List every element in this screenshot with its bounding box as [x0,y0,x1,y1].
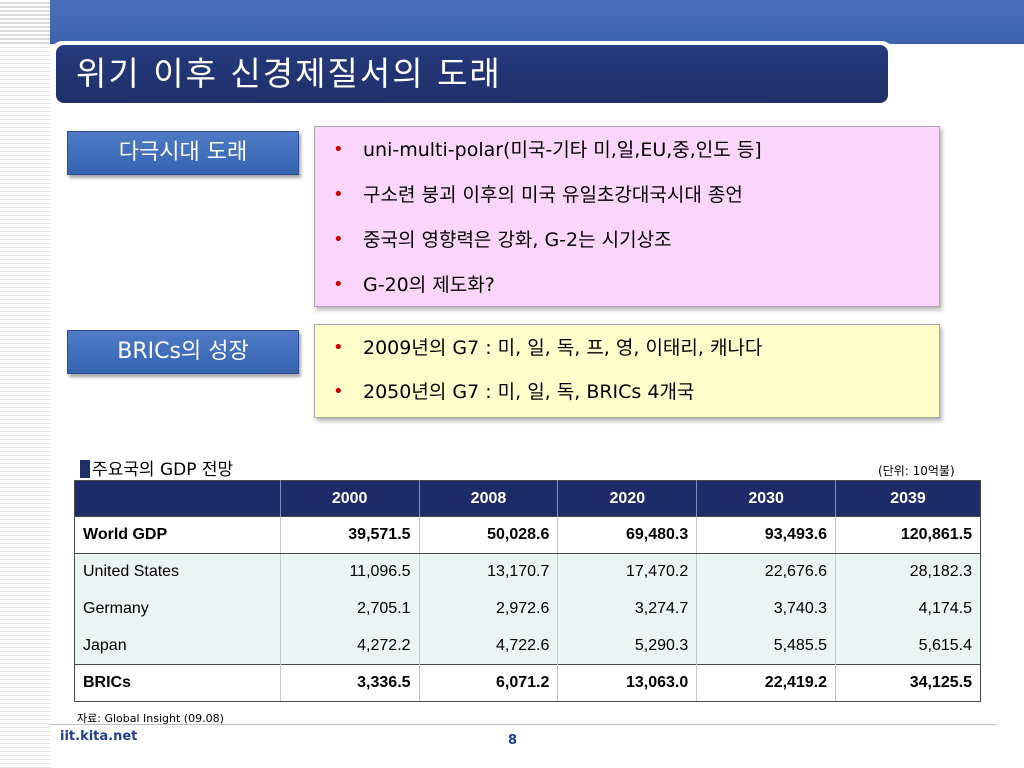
row-label: Japan [74,627,281,665]
table-row: BRICs 3,336.5 6,071.2 13,063.0 22,419.2 … [74,664,981,702]
bullet-icon: • [333,337,344,358]
page-number: 8 [508,733,518,748]
column-header [74,480,281,517]
column-header: 2030 [696,480,837,517]
bullet-icon: • [333,184,344,205]
list-item: • 중국의 영향력은 강화, G-2는 시기상조 [325,225,939,270]
unit-note: (단위: 10억불) [878,464,955,478]
table-cell: 4,174.5 [835,590,981,628]
table-cell: 50,028.6 [419,516,559,554]
table-row: Germany 2,705.1 2,972.6 3,274.7 3,740.3 … [74,590,981,628]
multipolar-content-box: • uni-multi-polar(미국-기타 미,일,EU,중,인도 등] • 구… [314,126,940,307]
list-item: • G-20의 제도화? [325,270,939,315]
footer-divider [50,724,996,725]
top-stripe-decoration [0,0,50,44]
table-cell: 22,676.6 [696,553,837,591]
list-item: • 2050년의 G7 : 미, 일, 독, BRICs 4개국 [325,377,939,421]
list-item: • 2009년의 G7 : 미, 일, 독, 프, 영, 이태리, 캐나다 [325,333,939,377]
table-cell: 34,125.5 [835,664,981,702]
row-label: Germany [74,590,281,628]
table-header-row: 2000 2008 2020 2030 2039 [74,480,981,517]
bullet-icon: • [333,229,344,250]
table-cell: 2,972.6 [419,590,559,628]
top-band [0,0,1024,44]
list-item: • 구소련 붕괴 이후의 미국 유일초강대국시대 종언 [325,180,939,225]
list-item: • uni-multi-polar(미국-기타 미,일,EU,중,인도 등] [325,135,939,180]
row-label: United States [74,553,281,591]
table-row: United States 11,096.5 13,170.7 17,470.2… [74,553,981,591]
table-cell: 4,272.2 [280,627,420,665]
table-cell: 5,485.5 [696,627,837,665]
section-label-multipolar: 다극시대 도래 [67,131,299,175]
bullet-text: 구소련 붕괴 이후의 미국 유일초강대국시대 종언 [363,184,743,206]
row-label: World GDP [74,516,281,554]
table-cell: 6,071.2 [419,664,559,702]
brics-content-box: • 2009년의 G7 : 미, 일, 독, 프, 영, 이태리, 캐나다 • 20… [314,324,940,418]
bullet-text: 2050년의 G7 : 미, 일, 독, BRICs 4개국 [363,381,695,403]
table-cell: 13,063.0 [557,664,698,702]
table-row: Japan 4,272.2 4,722.6 5,290.3 5,485.5 5,… [74,627,981,665]
bullet-icon: • [333,381,344,402]
bullet-icon: • [333,274,344,295]
table-cell: 11,096.5 [280,553,420,591]
table-cell: 17,470.2 [557,553,698,591]
table-cell: 4,722.6 [419,627,559,665]
table-cell: 28,182.3 [835,553,981,591]
table-cell: 39,571.5 [280,516,420,554]
table-cell: 5,615.4 [835,627,981,665]
table-cell: 3,740.3 [696,590,837,628]
table-title: 주요국의 GDP 전망 [80,455,233,480]
gdp-table: 2000 2008 2020 2030 2039 World GDP 39,57… [74,480,981,702]
bullet-text: G-20의 제도화? [363,274,495,296]
footer-site: iit.kita.net [60,729,138,744]
column-header: 2008 [419,480,559,517]
table-row: World GDP 39,571.5 50,028.6 69,480.3 93,… [74,516,981,554]
row-label: BRICs [74,664,281,702]
table-cell: 3,274.7 [557,590,698,628]
table-cell: 5,290.3 [557,627,698,665]
table-cell: 22,419.2 [696,664,837,702]
table-cell: 93,493.6 [696,516,837,554]
table-cell: 13,170.7 [419,553,559,591]
bullet-text: 2009년의 G7 : 미, 일, 독, 프, 영, 이태리, 캐나다 [363,337,763,359]
column-header: 2039 [835,480,981,517]
column-header: 2020 [557,480,698,517]
table-title-text: 주요국의 GDP 전망 [92,460,234,480]
left-stripe-decoration [0,0,50,768]
slide-title: 위기 이후 신경제질서의 도래 [56,45,888,103]
section-label-brics: BRICs의 성장 [67,330,299,374]
table-cell: 120,861.5 [835,516,981,554]
brics-bullet-list: • 2009년의 G7 : 미, 일, 독, 프, 영, 이태리, 캐나다 • 20… [315,325,939,421]
multipolar-bullet-list: • uni-multi-polar(미국-기타 미,일,EU,중,인도 등] • 구… [315,127,939,315]
bullet-text: 중국의 영향력은 강화, G-2는 시기상조 [363,229,672,251]
table-cell: 3,336.5 [280,664,420,702]
bullet-text: uni-multi-polar(미국-기타 미,일,EU,중,인도 등] [363,139,762,161]
square-bullet-icon [80,460,90,478]
table-cell: 69,480.3 [557,516,698,554]
column-header: 2000 [280,480,420,517]
table-cell: 2,705.1 [280,590,420,628]
source-note: 자료: Global Insight (09.08) [77,712,224,725]
bullet-icon: • [333,139,344,160]
